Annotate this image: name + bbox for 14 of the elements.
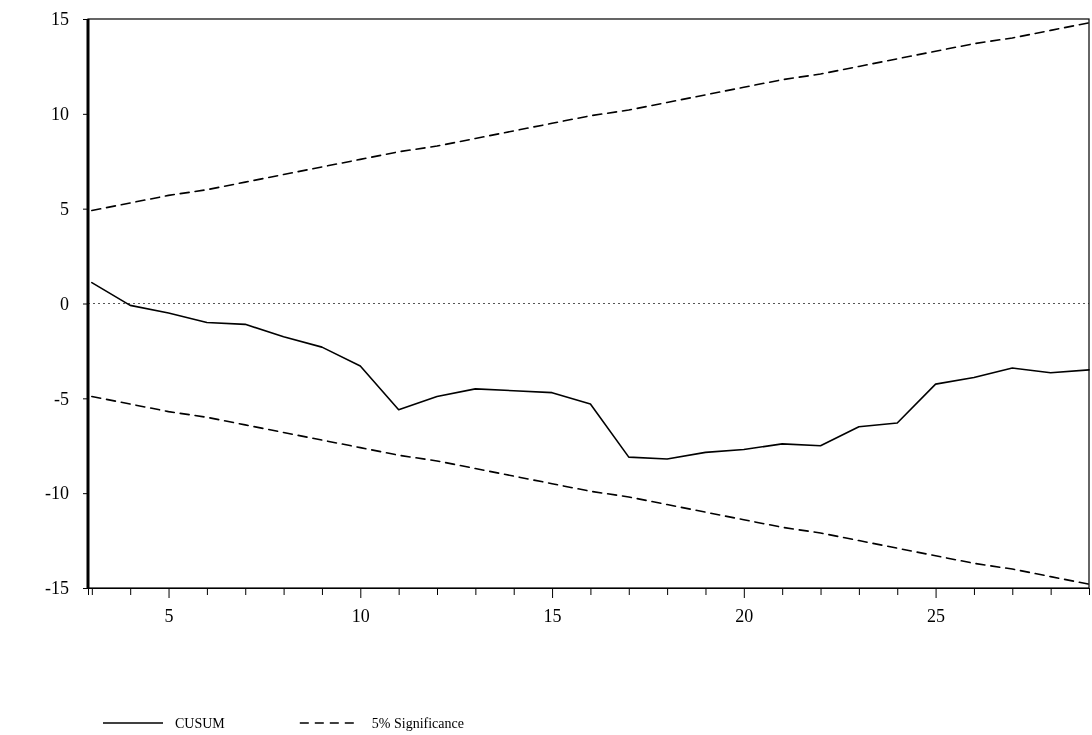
x-tick-label: 5	[164, 605, 174, 626]
x-tick-label: 25	[927, 605, 946, 626]
y-tick-label: 5	[60, 198, 69, 219]
y-tick-label: -5	[54, 388, 69, 409]
y-tick-label: -15	[45, 578, 69, 599]
y-tick-label: 0	[60, 293, 69, 314]
legend-label: 5% Significance	[371, 715, 464, 731]
x-tick-label: 20	[735, 605, 754, 626]
y-tick-label: -10	[45, 483, 69, 504]
y-tick-label: 15	[51, 9, 69, 30]
x-tick-label: 15	[543, 605, 562, 626]
legend-label: CUSUM	[175, 715, 226, 731]
y-tick-label: 10	[51, 104, 69, 125]
x-tick-label: 10	[351, 605, 370, 626]
